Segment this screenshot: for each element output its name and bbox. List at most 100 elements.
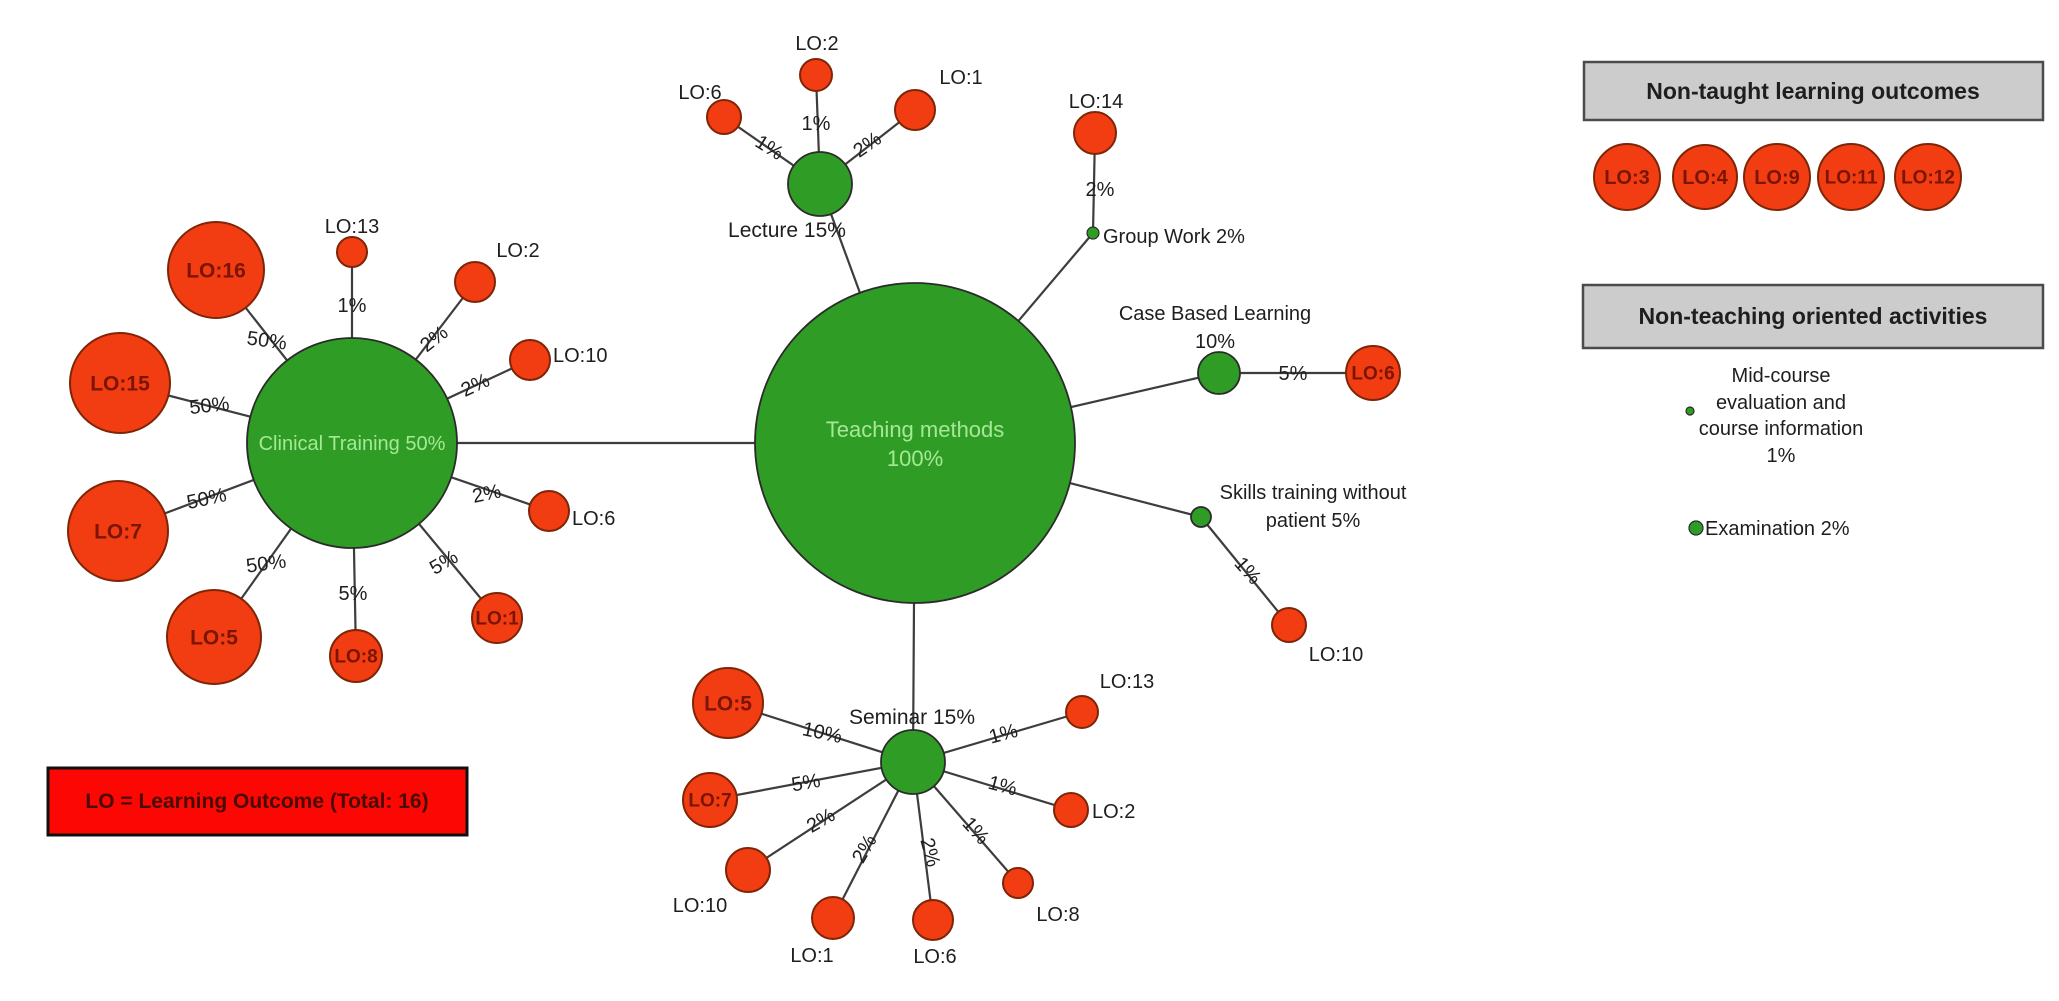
label-teaching-title-2: 100% bbox=[887, 446, 943, 471]
node-label-non-taught-lo4: LO:4 bbox=[1682, 167, 1728, 189]
node-lecture-lo6 bbox=[706, 99, 742, 135]
node-clinical-lo15 bbox=[69, 332, 171, 434]
label-lecture-title: Lecture 15% bbox=[728, 219, 846, 242]
label-seminar-title: Seminar 15% bbox=[849, 706, 975, 729]
node-label-non-taught-lo12: LO:12 bbox=[1901, 168, 1955, 189]
label-teaching-title-1: Teaching methods bbox=[826, 417, 1005, 442]
node-seminar-lo2 bbox=[1053, 792, 1089, 828]
label-case-based-title-1: Case Based Learning bbox=[1119, 303, 1311, 325]
node-seminar-lo1 bbox=[811, 896, 855, 940]
node-group-work bbox=[1086, 226, 1100, 240]
label-clinical-lo2-label: LO:2 bbox=[496, 240, 539, 262]
label-mid-course-line2: evaluation and bbox=[1716, 392, 1846, 414]
node-teaching-methods bbox=[754, 282, 1076, 604]
node-non-taught-lo12 bbox=[1894, 143, 1962, 211]
label-seminar-lo2-label: LO:2 bbox=[1092, 801, 1135, 823]
node-mid-course bbox=[1685, 406, 1695, 416]
label-pct-clinical-lo16: 50% bbox=[245, 327, 288, 354]
node-clinical-lo16 bbox=[167, 221, 265, 319]
label-clinical-lo10-label: LO:10 bbox=[553, 345, 607, 367]
node-clinical-lo2 bbox=[454, 261, 496, 303]
edge-seminar-lo7 bbox=[709, 760, 914, 802]
label-seminar-lo6-label: LO:6 bbox=[913, 946, 956, 968]
label-non-teaching-title: Non-teaching oriented activities bbox=[1639, 303, 1988, 329]
node-skills-training bbox=[1190, 506, 1212, 528]
node-lecture-lo1 bbox=[894, 89, 936, 131]
label-mid-course-line1: Mid-course bbox=[1732, 365, 1831, 387]
node-label-clinical-lo7: LO:7 bbox=[94, 520, 142, 543]
label-pct-clinical-lo15: 50% bbox=[188, 393, 230, 419]
node-lo14 bbox=[1073, 111, 1117, 155]
node-label-non-taught-lo3: LO:3 bbox=[1604, 167, 1650, 189]
label-pct-seminar-lo7: 5% bbox=[790, 770, 823, 797]
label-seminar-lo1-label: LO:1 bbox=[790, 945, 833, 967]
node-non-taught-lo3 bbox=[1593, 143, 1661, 211]
label-pct-clinical-lo6: 2% bbox=[470, 480, 503, 508]
label-pct-seminar-lo10: 2% bbox=[803, 804, 839, 838]
node-label-non-taught-lo11: LO:11 bbox=[1825, 168, 1878, 189]
node-non-taught-lo4 bbox=[1672, 144, 1738, 210]
node-seminar-lo6 bbox=[912, 899, 954, 941]
label-pct-seminar-lo1: 2% bbox=[848, 831, 882, 867]
node-seminar-lo7 bbox=[682, 772, 738, 828]
label-pct-seminar-lo6: 2% bbox=[915, 836, 944, 870]
label-clinical-title: Clinical Training 50% bbox=[259, 433, 446, 455]
node-clinical-lo7 bbox=[67, 480, 169, 582]
label-examination-title: Examination 2% bbox=[1705, 518, 1850, 540]
node-lecture-lo2 bbox=[799, 58, 833, 92]
label-pct-clinical-lo5: 50% bbox=[245, 550, 288, 577]
node-clinical-lo10 bbox=[509, 339, 551, 381]
label-lecture-lo1-label: LO:1 bbox=[939, 67, 982, 89]
node-seminar-lo8 bbox=[1002, 867, 1034, 899]
node-case-based-lo6 bbox=[1345, 345, 1401, 401]
label-case-based-title-2: 10% bbox=[1195, 331, 1235, 353]
node-non-taught-lo9 bbox=[1743, 143, 1811, 211]
node-clinical-lo6 bbox=[528, 490, 570, 532]
node-case-based-learning bbox=[1197, 351, 1241, 395]
label-pct-clinical-lo13: 1% bbox=[338, 295, 367, 317]
node-clinical-lo8 bbox=[329, 629, 383, 683]
label-lecture-lo2-label: LO:2 bbox=[795, 33, 838, 55]
label-seminar-lo10-label: LO:10 bbox=[673, 895, 727, 917]
node-skills-lo10 bbox=[1271, 607, 1307, 643]
node-lecture bbox=[787, 151, 853, 217]
label-pct-case-based-lo6: 5% bbox=[1279, 363, 1308, 385]
label-lo14-label: LO:14 bbox=[1069, 91, 1123, 113]
label-seminar-lo8-label: LO:8 bbox=[1036, 904, 1079, 926]
node-label-seminar-lo7: LO:7 bbox=[688, 791, 731, 812]
label-pct-seminar-lo2: 1% bbox=[986, 772, 1020, 801]
node-examination bbox=[1688, 520, 1704, 536]
label-pct-lo14-group-work: 2% bbox=[1086, 179, 1115, 201]
legend-box bbox=[46, 766, 469, 837]
label-mid-course-line3: course information bbox=[1699, 418, 1864, 440]
node-seminar-lo13 bbox=[1065, 695, 1099, 729]
node-clinical-lo13 bbox=[336, 236, 368, 268]
label-pct-lecture-lo2: 1% bbox=[802, 113, 831, 135]
label-non-taught-title: Non-taught learning outcomes bbox=[1646, 78, 1980, 104]
label-pct-lecture-lo6: 1% bbox=[751, 131, 787, 165]
label-mid-course-line4: 1% bbox=[1767, 445, 1796, 467]
label-legend-label: LO = Learning Outcome (Total: 16) bbox=[85, 790, 428, 813]
label-skills-title-1: Skills training without bbox=[1220, 482, 1407, 504]
label-pct-seminar-lo13: 1% bbox=[987, 720, 1021, 749]
label-pct-clinical-lo7: 50% bbox=[185, 484, 229, 514]
label-pct-seminar-lo5: 10% bbox=[800, 718, 844, 748]
label-group-work-title: Group Work 2% bbox=[1103, 226, 1245, 248]
non-teaching-header-box bbox=[1581, 283, 2045, 350]
node-label-clinical-lo5: LO:5 bbox=[190, 626, 238, 649]
label-pct-clinical-lo1: 5% bbox=[426, 546, 462, 580]
label-pct-clinical-lo10: 2% bbox=[458, 369, 494, 401]
label-clinical-lo6-label: LO:6 bbox=[572, 508, 615, 530]
label-skills-lo10-label: LO:10 bbox=[1309, 644, 1363, 666]
label-skills-title-2: patient 5% bbox=[1266, 510, 1361, 532]
node-label-clinical-lo1: LO:1 bbox=[475, 609, 519, 630]
node-label-non-taught-lo9: LO:9 bbox=[1754, 167, 1800, 189]
node-seminar bbox=[880, 729, 946, 795]
node-clinical-training bbox=[246, 337, 458, 549]
label-clinical-lo13-label: LO:13 bbox=[325, 216, 379, 238]
edge-skills-lo10 bbox=[1200, 516, 1290, 626]
node-non-taught-lo11 bbox=[1817, 143, 1885, 211]
label-pct-clinical-lo8: 5% bbox=[339, 583, 368, 605]
